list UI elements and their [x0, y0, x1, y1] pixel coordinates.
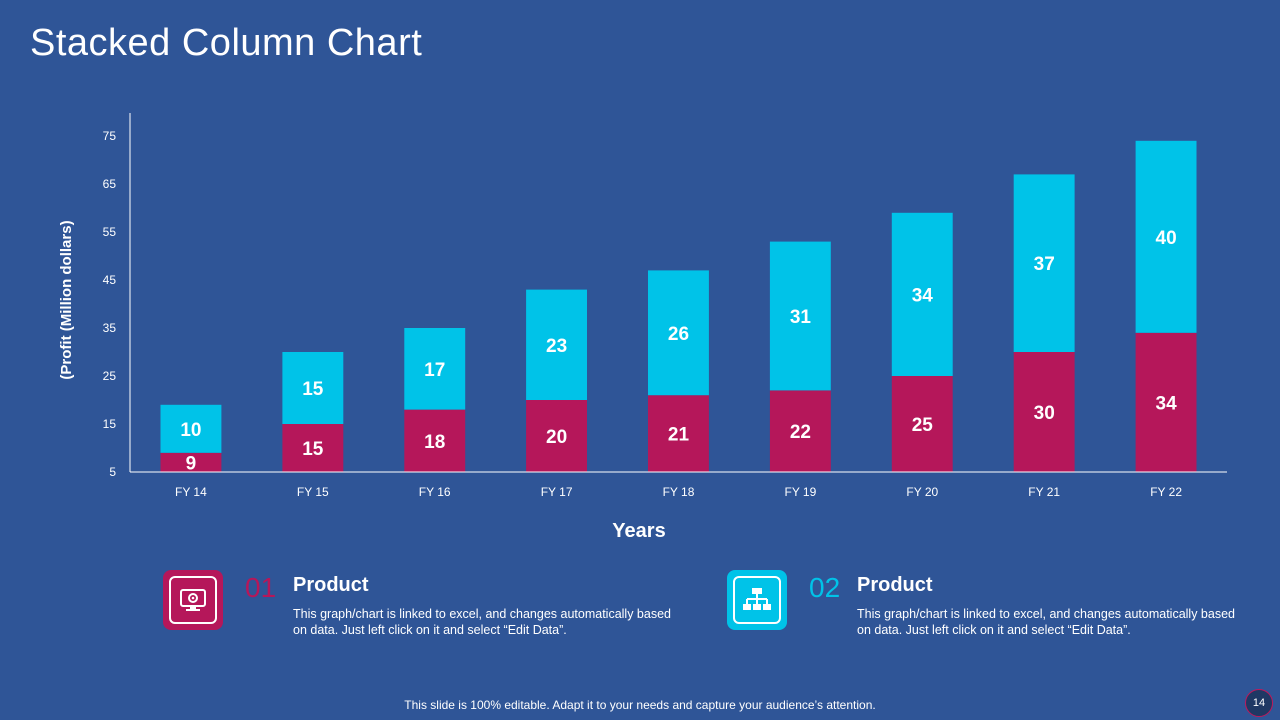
- legend-card-1: 01 Product This graph/chart is linked to…: [163, 570, 671, 640]
- bar-series1-3: [526, 400, 587, 472]
- y-tick-label-5: 55: [103, 225, 117, 239]
- legend-heading-1: Product: [293, 574, 369, 596]
- y-tick-label-0: 5: [109, 465, 116, 479]
- legend-heading-2: Product: [857, 574, 933, 596]
- legend-number-1: 01: [245, 572, 277, 603]
- x-tick-label-8: FY 22: [1150, 485, 1182, 499]
- y-tick-labels: 5 15 25 35 45 55 65 75: [103, 129, 117, 479]
- data-label-series2-5: 31: [790, 307, 812, 328]
- x-tick-label-0: FY 14: [175, 485, 207, 499]
- y-axis-title: (Profit (Million dollars): [58, 220, 75, 379]
- bar-series1-0: [160, 452, 222, 472]
- y-tick-label-1: 15: [103, 417, 117, 431]
- y-tick-label-2: 25: [103, 369, 117, 383]
- bar-series2-2: [404, 328, 466, 410]
- x-tick-label-7: FY 21: [1028, 485, 1060, 499]
- footer-note: This slide is 100% editable. Adapt it to…: [404, 698, 876, 712]
- y-tick-label-7: 75: [103, 129, 117, 143]
- data-label-series1-1: 15: [302, 439, 324, 460]
- bar-series1-2: [404, 409, 466, 472]
- monitor-gear-icon: [169, 576, 217, 624]
- legend-icon-box-1: [163, 570, 223, 630]
- bar-series1-4: [648, 395, 709, 472]
- data-label-series1-4: 21: [668, 425, 690, 446]
- data-label-series2-2: 17: [424, 360, 445, 381]
- legend-text-1: This graph/chart is linked to excel, and…: [293, 607, 671, 637]
- legend-card-2: 02 Product This graph/chart is linked to…: [727, 570, 1235, 640]
- data-label-series1-8: 34: [1156, 393, 1178, 414]
- data-label-series1-3: 20: [546, 427, 567, 448]
- network-diagram-icon: [733, 576, 781, 624]
- page-number-badge: 14: [1245, 689, 1273, 717]
- x-axis-title: Years: [612, 520, 665, 542]
- y-tick-label-6: 65: [103, 177, 117, 191]
- bar-series2-1: [282, 352, 344, 424]
- x-tick-label-3: FY 17: [541, 485, 573, 499]
- bar-series2-7: [1013, 174, 1075, 352]
- bar-series1-5: [769, 390, 831, 472]
- bar-series2-6: [891, 212, 953, 376]
- data-label-series2-1: 15: [302, 379, 324, 400]
- data-label-series1-5: 22: [790, 422, 811, 443]
- data-label-series2-0: 10: [180, 420, 201, 441]
- legend-number-2: 02: [809, 572, 841, 603]
- bar-series1-1: [282, 424, 344, 472]
- x-tick-label-1: FY 15: [297, 485, 329, 499]
- data-label-series2-7: 37: [1034, 254, 1055, 275]
- bar-series2-0: [160, 404, 222, 453]
- bar-series1-6: [891, 376, 953, 472]
- data-label-series2-6: 34: [912, 285, 934, 306]
- x-tick-labels: FY 14 FY 15 FY 16 FY 17 FY 18 FY 19 FY 20 FY 21…: [175, 485, 1182, 499]
- x-tick-label-5: FY 19: [784, 485, 816, 499]
- bar-series2-5: [769, 241, 831, 391]
- data-label-series1-7: 30: [1034, 403, 1055, 424]
- bar-series1-8: [1135, 332, 1197, 472]
- legend-text-2: This graph/chart is linked to excel, and…: [857, 607, 1235, 637]
- data-labels: 9 10 15 15 18 17 20 23 21 26 22 31 25 34 30 37 34 40: [180, 228, 1177, 475]
- data-label-series1-6: 25: [912, 415, 934, 436]
- data-label-series2-8: 40: [1156, 228, 1177, 249]
- data-label-series2-3: 23: [546, 336, 567, 357]
- legend-icon-box-2: [727, 570, 787, 630]
- x-tick-label-2: FY 16: [419, 485, 451, 499]
- slide-title: Stacked Column Chart: [30, 22, 423, 64]
- data-label-series2-4: 26: [668, 324, 689, 345]
- data-label-series1-2: 18: [424, 432, 445, 453]
- bar-series2-3: [526, 289, 587, 400]
- y-tick-label-3: 35: [103, 321, 117, 335]
- bar-series2-8: [1135, 140, 1197, 333]
- x-tick-label-6: FY 20: [906, 485, 938, 499]
- chart-bars: [160, 140, 1197, 472]
- x-tick-label-4: FY 18: [663, 485, 695, 499]
- y-tick-label-4: 45: [103, 273, 117, 287]
- data-label-series1-0: 9: [186, 453, 197, 474]
- bar-series1-7: [1013, 352, 1075, 472]
- bar-series2-4: [648, 270, 709, 396]
